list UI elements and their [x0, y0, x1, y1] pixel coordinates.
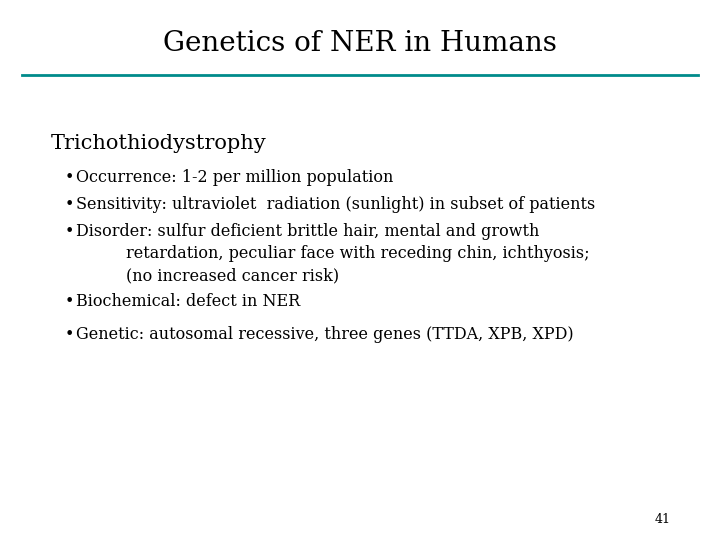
- Text: 41: 41: [654, 513, 670, 526]
- Text: •: •: [65, 222, 74, 240]
- Text: Biochemical: defect in NER: Biochemical: defect in NER: [76, 293, 300, 310]
- Text: •: •: [65, 293, 74, 310]
- Text: •: •: [65, 326, 74, 343]
- Text: Sensitivity: ultraviolet  radiation (sunlight) in subset of patients: Sensitivity: ultraviolet radiation (sunl…: [76, 195, 595, 213]
- Text: •: •: [65, 195, 74, 213]
- Text: Genetics of NER in Humans: Genetics of NER in Humans: [163, 30, 557, 57]
- Text: retardation, peculiar face with receding chin, ichthyosis;: retardation, peculiar face with receding…: [126, 245, 590, 262]
- Text: Disorder: sulfur deficient brittle hair, mental and growth: Disorder: sulfur deficient brittle hair,…: [76, 222, 539, 240]
- Text: •: •: [65, 168, 74, 186]
- Text: Genetic: autosomal recessive, three genes (TTDA, XPB, XPD): Genetic: autosomal recessive, three gene…: [76, 326, 573, 343]
- Text: Trichothiodystrophy: Trichothiodystrophy: [50, 133, 266, 153]
- Text: (no increased cancer risk): (no increased cancer risk): [126, 267, 339, 284]
- Text: Occurrence: 1-2 per million population: Occurrence: 1-2 per million population: [76, 168, 393, 186]
